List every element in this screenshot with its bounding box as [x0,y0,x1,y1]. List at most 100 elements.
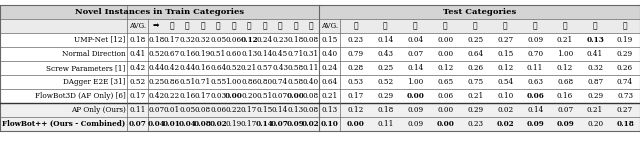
Text: 🏛: 🏛 [185,21,189,30]
Text: 0.07: 0.07 [129,120,147,128]
Bar [0,103,319,117]
Text: 0.02: 0.02 [497,120,514,128]
Text: 0.26: 0.26 [617,64,633,72]
Text: 0.52: 0.52 [225,64,242,72]
Text: 0.12: 0.12 [497,64,513,72]
Text: 0.68: 0.68 [557,78,573,86]
Text: 0.15: 0.15 [257,106,273,114]
Text: 0.16: 0.16 [179,50,195,58]
Text: 0.71: 0.71 [195,78,211,86]
Text: 0.14: 0.14 [272,106,288,114]
Text: 0.13: 0.13 [241,50,257,58]
Text: 0.11: 0.11 [129,106,146,114]
Text: 🪓: 🪓 [563,21,568,30]
Text: 0.14: 0.14 [407,64,424,72]
Text: 0.17: 0.17 [195,92,211,100]
Text: 0.08: 0.08 [303,92,319,100]
Text: 0.43: 0.43 [378,50,394,58]
Text: 0.20: 0.20 [587,120,603,128]
Text: 0.53: 0.53 [348,78,364,86]
Text: 0.52: 0.52 [378,78,394,86]
Text: 0.08: 0.08 [303,106,319,114]
Text: 0.70: 0.70 [527,50,543,58]
Text: 0.28: 0.28 [348,64,364,72]
Text: 1.00: 1.00 [407,78,424,86]
Text: 0.19: 0.19 [225,120,242,128]
Text: 0.18: 0.18 [148,36,164,44]
Text: 0.02: 0.02 [209,120,227,128]
Text: FlowBot++ (Ours - Combined): FlowBot++ (Ours - Combined) [2,120,125,128]
Text: Test Categories: Test Categories [443,8,516,16]
Text: 0.06: 0.06 [210,106,226,114]
Text: 0.12: 0.12 [437,64,453,72]
Text: UMP-Net [12]: UMP-Net [12] [74,36,125,44]
Text: 0.27: 0.27 [617,106,633,114]
Text: 0.05: 0.05 [210,36,226,44]
Text: ➡: ➡ [153,21,159,30]
Text: 0.00: 0.00 [287,92,305,100]
Text: 0.02: 0.02 [302,120,320,128]
Text: 0.19: 0.19 [617,36,633,44]
Text: 0.41: 0.41 [587,50,603,58]
Text: 🗑: 🗑 [170,21,174,30]
Text: 0.16: 0.16 [179,92,195,100]
Text: 0.02: 0.02 [497,106,513,114]
Text: 0.08: 0.08 [194,120,212,128]
Text: 0.01: 0.01 [163,120,180,128]
Text: 0.79: 0.79 [348,50,364,58]
Text: 0.74: 0.74 [272,78,288,86]
Text: 0.24: 0.24 [257,36,273,44]
Bar [319,19,640,33]
Text: 0.14: 0.14 [255,120,273,128]
Bar [0,5,319,19]
Text: 0.09: 0.09 [407,106,424,114]
Text: 0.86: 0.86 [164,78,180,86]
Text: 🔒: 🔒 [247,21,252,30]
Text: 0.13: 0.13 [287,106,303,114]
Text: 0.32: 0.32 [195,36,211,44]
Text: 0.11: 0.11 [527,64,543,72]
Text: AVG.: AVG. [129,22,146,30]
Text: 0.32: 0.32 [587,64,603,72]
Text: AVG.: AVG. [321,22,338,30]
Text: 🏛: 🏛 [503,21,508,30]
Text: 0.10: 0.10 [497,92,513,100]
Text: 0.14: 0.14 [378,36,394,44]
Text: 0.21: 0.21 [467,92,483,100]
Text: 0.40: 0.40 [321,50,338,58]
Text: 0.43: 0.43 [272,64,288,72]
Text: 0.58: 0.58 [287,78,303,86]
Text: 0.29: 0.29 [378,92,394,100]
Text: Normal Direction: Normal Direction [62,50,125,58]
Text: 0.42: 0.42 [148,92,164,100]
Text: 0.00: 0.00 [437,50,453,58]
Text: 🪣: 🪣 [353,21,358,30]
Text: 💻: 💻 [231,21,236,30]
Text: 0.15: 0.15 [497,50,513,58]
Text: 0.00: 0.00 [225,92,243,100]
Text: 0.22: 0.22 [225,106,242,114]
Text: 0.42: 0.42 [164,64,180,72]
Text: 0.23: 0.23 [467,120,483,128]
Text: Screw Parameters [1]: Screw Parameters [1] [46,64,125,72]
Text: 0.09: 0.09 [287,120,305,128]
Text: AP Only (Ours): AP Only (Ours) [70,106,125,114]
Text: 0.00: 0.00 [437,36,453,44]
Text: 0.71: 0.71 [287,50,303,58]
Text: 0.04: 0.04 [407,36,424,44]
Text: 0.64: 0.64 [321,78,338,86]
Text: 0.10: 0.10 [321,120,339,128]
Text: 🚽: 🚽 [216,21,220,30]
Text: 0.60: 0.60 [225,50,242,58]
Text: 0.54: 0.54 [497,78,513,86]
Text: 📷: 📷 [593,21,597,30]
Text: 0.03: 0.03 [210,92,226,100]
Text: 0.65: 0.65 [437,78,453,86]
Text: 0.00: 0.00 [346,120,364,128]
Text: 0.12: 0.12 [240,36,258,44]
Text: 📺: 📺 [308,21,314,30]
Text: 0.11: 0.11 [377,120,394,128]
Text: 0.55: 0.55 [210,78,226,86]
Text: FlowBot3D (AF Only) [6]: FlowBot3D (AF Only) [6] [35,92,125,100]
Text: 0.14: 0.14 [257,50,273,58]
